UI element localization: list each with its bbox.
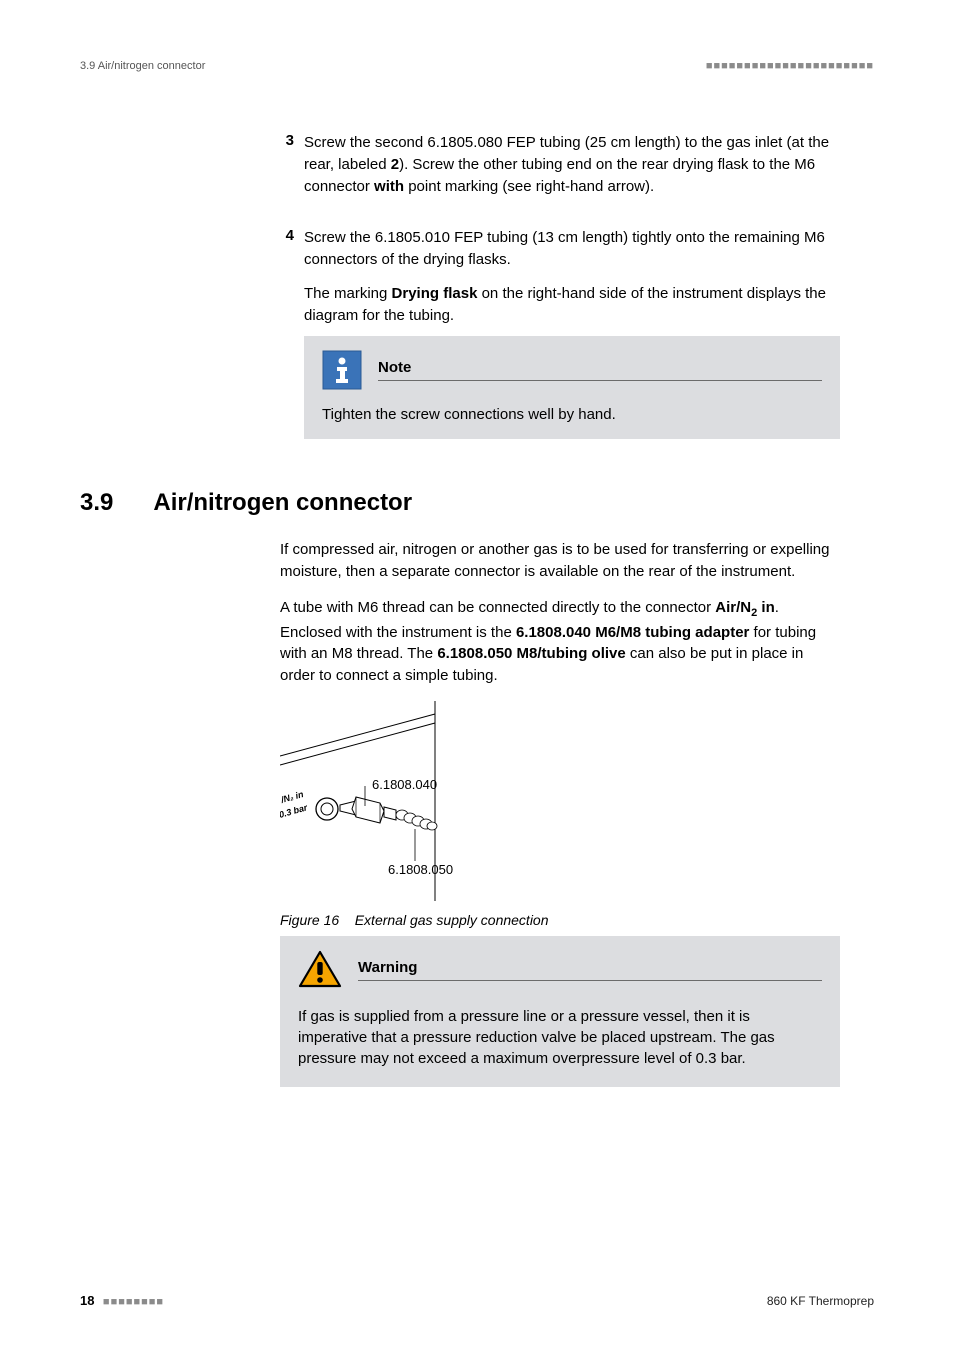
section-number: 3.9 xyxy=(80,489,113,517)
step-number: 4 xyxy=(280,227,304,326)
section-para-1: If compressed air, nitrogen or another g… xyxy=(280,539,840,583)
note-box: Note Tighten the screw connections well … xyxy=(304,336,840,439)
p2-b2: in xyxy=(757,599,775,616)
warning-title: Warning xyxy=(358,959,822,981)
info-icon xyxy=(322,350,362,390)
step3-bold-1: 2 xyxy=(391,156,399,173)
footer-left: 18 ■■■■■■■■ xyxy=(80,1292,164,1310)
step-number: 3 xyxy=(280,132,304,197)
p2-a: A tube with M6 thread can be connected d… xyxy=(280,599,715,616)
fig-label-bot: 6.1808.050 xyxy=(388,862,453,877)
step-text: Screw the 6.1805.010 FEP tubing (13 cm l… xyxy=(304,227,840,326)
fig-port-label-2: 0.3 bar xyxy=(280,802,309,820)
figure-16: /N₂ in 0.3 bar xyxy=(280,701,840,928)
p2-f: 6.1808.050 M8/tubing olive xyxy=(437,645,625,662)
footer-product: 860 KF Thermoprep xyxy=(767,1294,874,1308)
section-body: If compressed air, nitrogen or another g… xyxy=(280,539,840,1087)
section-para-2: A tube with M6 thread can be connected d… xyxy=(280,597,840,687)
p2-d: 6.1808.040 M6/M8 tubing adapter xyxy=(516,624,749,641)
warning-header: Warning xyxy=(298,950,822,990)
step4-para2: The marking Drying flask on the right-ha… xyxy=(304,283,840,327)
step4-p2-bold: Drying flask xyxy=(392,285,478,302)
header-section-label: 3.9 Air/nitrogen connector xyxy=(80,60,205,72)
running-header: 3.9 Air/nitrogen connector ■■■■■■■■■■■■■… xyxy=(80,60,874,72)
note-body: Tighten the screw connections well by ha… xyxy=(322,404,822,425)
warning-body: If gas is supplied from a pressure line … xyxy=(298,1006,822,1069)
step-3: 3 Screw the second 6.1805.080 FEP tubing… xyxy=(280,132,840,197)
fig-label-top: 6.1808.040 xyxy=(372,777,437,792)
p2-b1: Air/N xyxy=(715,599,751,616)
step4-para1: Screw the 6.1805.010 FEP tubing (13 cm l… xyxy=(304,227,840,271)
step4-p2-a: The marking xyxy=(304,285,392,302)
page-number: 18 xyxy=(80,1293,94,1308)
figure-caption: Figure 16 External gas supply connection xyxy=(280,912,840,928)
note-title: Note xyxy=(378,359,822,381)
step3-bold-2: with xyxy=(374,178,404,195)
header-dashes: ■■■■■■■■■■■■■■■■■■■■■■ xyxy=(706,60,874,72)
footer-dashes: ■■■■■■■■ xyxy=(103,1296,164,1308)
content-column: 3 Screw the second 6.1805.080 FEP tubing… xyxy=(280,132,840,439)
page: 3.9 Air/nitrogen connector ■■■■■■■■■■■■■… xyxy=(0,0,954,1350)
step-4: 4 Screw the 6.1805.010 FEP tubing (13 cm… xyxy=(280,227,840,326)
fig-text: External gas supply connection xyxy=(355,912,549,928)
section-title: Air/nitrogen connector xyxy=(153,489,412,517)
fig-num: Figure 16 xyxy=(280,912,339,928)
page-footer: 18 ■■■■■■■■ 860 KF Thermoprep xyxy=(80,1292,874,1310)
gas-connection-diagram: /N₂ in 0.3 bar xyxy=(280,701,560,901)
note-header: Note xyxy=(322,350,822,390)
warning-icon xyxy=(298,950,342,990)
step-text: Screw the second 6.1805.080 FEP tubing (… xyxy=(304,132,840,197)
warning-box: Warning If gas is supplied from a pressu… xyxy=(280,936,840,1087)
section-heading: 3.9 Air/nitrogen connector xyxy=(80,489,874,517)
step3-text-c: point marking (see right-hand arrow). xyxy=(404,178,654,195)
